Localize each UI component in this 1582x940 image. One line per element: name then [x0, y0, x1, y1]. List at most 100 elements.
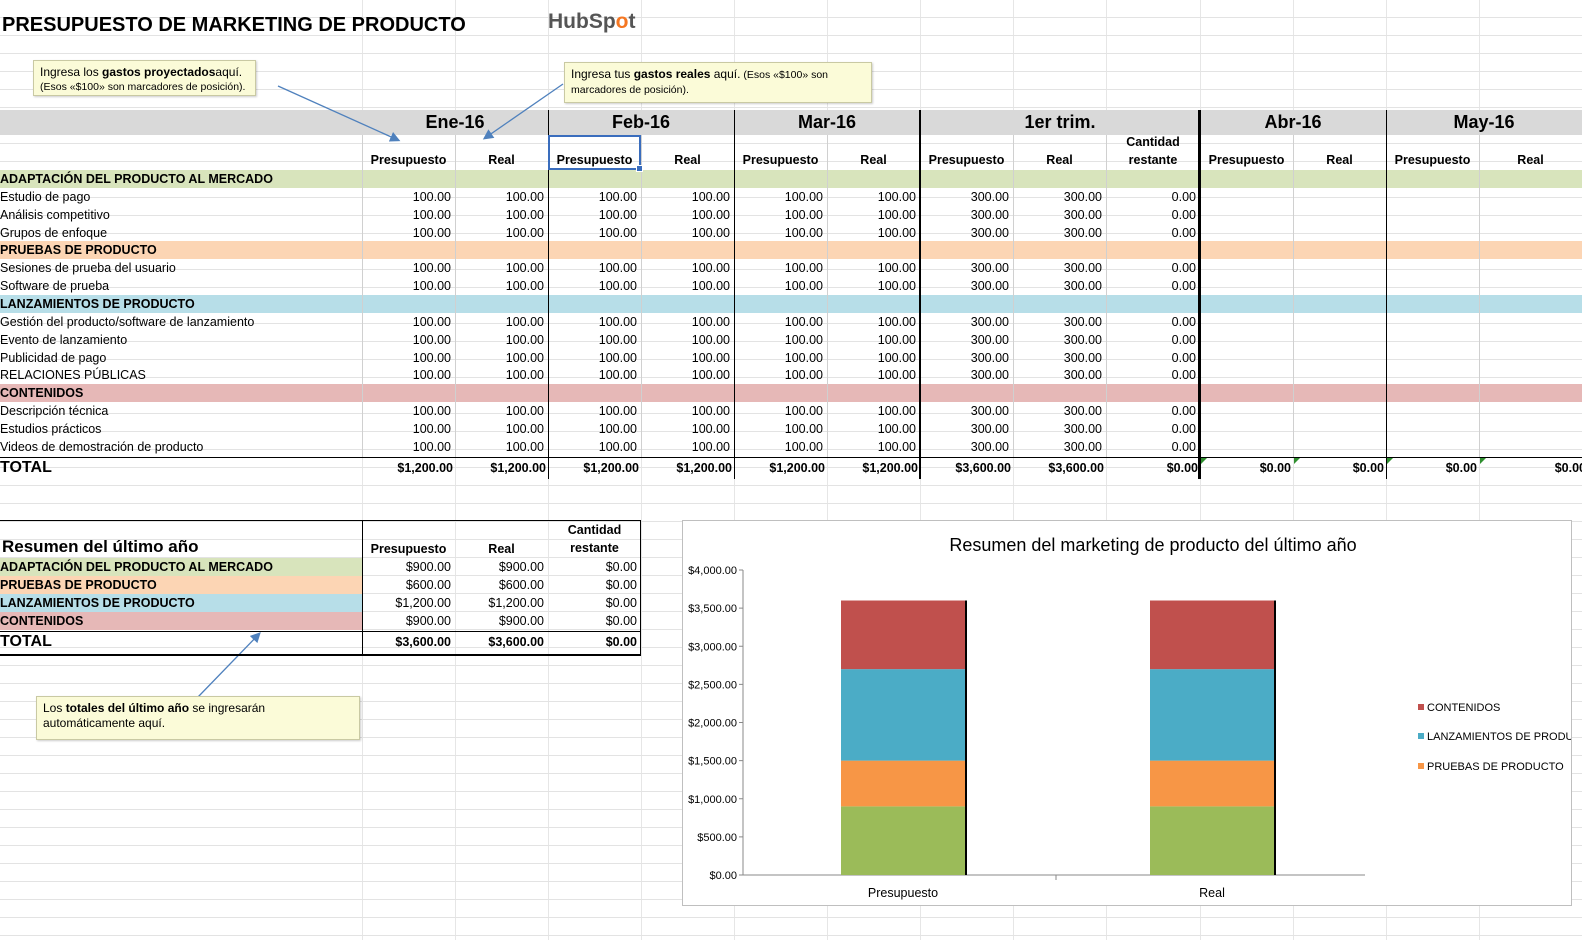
value-cell[interactable]: 100.00: [877, 332, 916, 347]
summary-row-label[interactable]: PRUEBAS DE PRODUCTO: [0, 578, 157, 592]
value-cell[interactable]: 300.00: [1063, 368, 1102, 383]
value-cell[interactable]: 100.00: [784, 368, 823, 383]
value-cell[interactable]: 100.00: [505, 368, 544, 383]
value-cell[interactable]: 300.00: [970, 189, 1009, 204]
value-cell[interactable]: 100.00: [412, 439, 451, 454]
summary-total-remaining[interactable]: $0.00: [605, 635, 637, 649]
value-cell[interactable]: 300.00: [970, 421, 1009, 436]
value-cell[interactable]: 100.00: [598, 350, 637, 365]
summary-real-cell[interactable]: $900.00: [498, 560, 544, 574]
value-cell[interactable]: 100.00: [412, 279, 451, 294]
value-cell[interactable]: 100.00: [412, 261, 451, 276]
subheader-real[interactable]: Real: [674, 153, 701, 167]
summary-real-cell[interactable]: $900.00: [498, 614, 544, 628]
value-cell[interactable]: 100.00: [598, 314, 637, 329]
value-cell[interactable]: 100.00: [691, 368, 730, 383]
value-cell[interactable]: 300.00: [970, 439, 1009, 454]
month-header[interactable]: Ene-16: [425, 112, 485, 132]
total-cell[interactable]: $1,200.00: [862, 460, 918, 475]
subheader-remaining-2[interactable]: restante: [1128, 153, 1178, 167]
total-cell[interactable]: $1,200.00: [583, 460, 639, 475]
subheader-budget[interactable]: Presupuesto: [556, 153, 633, 167]
value-cell[interactable]: 100.00: [505, 421, 544, 436]
value-cell[interactable]: 100.00: [598, 439, 637, 454]
value-cell[interactable]: 300.00: [1063, 189, 1102, 204]
value-cell[interactable]: 100.00: [877, 225, 916, 240]
summary-row-label[interactable]: CONTENIDOS: [0, 614, 84, 628]
value-cell[interactable]: 300.00: [970, 225, 1009, 240]
category-label[interactable]: ADAPTACIÓN DEL PRODUCTO AL MERCADO: [0, 172, 273, 186]
value-cell[interactable]: 100.00: [412, 350, 451, 365]
value-cell[interactable]: 100.00: [877, 207, 916, 222]
value-cell[interactable]: 100.00: [505, 225, 544, 240]
line-item-label[interactable]: Grupos de enfoque: [0, 225, 108, 240]
month-header[interactable]: 1er trim.: [1024, 112, 1096, 132]
total-cell[interactable]: $3,600.00: [955, 460, 1011, 475]
value-cell[interactable]: 100.00: [598, 225, 637, 240]
value-cell[interactable]: 100.00: [598, 189, 637, 204]
value-cell[interactable]: 100.00: [784, 332, 823, 347]
value-cell[interactable]: 100.00: [691, 207, 730, 222]
value-cell[interactable]: 300.00: [1063, 261, 1102, 276]
total-cell[interactable]: $0.00: [1166, 460, 1198, 475]
total-cell[interactable]: $0.00: [1554, 460, 1582, 475]
line-item-label[interactable]: Análisis competitivo: [0, 207, 110, 222]
summary-budget-cell[interactable]: $900.00: [405, 560, 451, 574]
subheader-real[interactable]: Real: [860, 153, 887, 167]
month-header[interactable]: Abr-16: [1264, 112, 1322, 132]
value-cell[interactable]: 300.00: [1063, 314, 1102, 329]
line-item-label[interactable]: Estudio de pago: [0, 189, 91, 204]
value-cell[interactable]: 0.00: [1171, 207, 1196, 222]
value-cell[interactable]: 100.00: [784, 261, 823, 276]
value-cell[interactable]: 100.00: [598, 404, 637, 419]
subheader-budget[interactable]: Presupuesto: [1208, 153, 1285, 167]
value-cell[interactable]: 300.00: [1063, 404, 1102, 419]
value-cell[interactable]: 100.00: [691, 332, 730, 347]
value-cell[interactable]: 0.00: [1171, 439, 1196, 454]
value-cell[interactable]: 100.00: [691, 350, 730, 365]
value-cell[interactable]: 100.00: [784, 189, 823, 204]
value-cell[interactable]: 0.00: [1171, 314, 1196, 329]
value-cell[interactable]: 300.00: [1063, 421, 1102, 436]
value-cell[interactable]: 0.00: [1171, 350, 1196, 365]
subheader-real[interactable]: Real: [1046, 153, 1073, 167]
value-cell[interactable]: 100.00: [412, 421, 451, 436]
total-cell[interactable]: $1,200.00: [769, 460, 825, 475]
value-cell[interactable]: 100.00: [505, 279, 544, 294]
value-cell[interactable]: 0.00: [1171, 332, 1196, 347]
value-cell[interactable]: 100.00: [505, 261, 544, 276]
note-projected-expenses[interactable]: Ingresa los gastos proyectadosaquí. (Eso…: [33, 60, 256, 96]
value-cell[interactable]: 0.00: [1171, 404, 1196, 419]
category-label[interactable]: CONTENIDOS: [0, 386, 84, 401]
line-item-label[interactable]: Descripción técnica: [0, 404, 109, 419]
summary-remaining-cell[interactable]: $0.00: [605, 560, 637, 574]
total-cell[interactable]: $0.00: [1352, 460, 1384, 475]
value-cell[interactable]: 100.00: [877, 368, 916, 383]
value-cell[interactable]: 100.00: [598, 279, 637, 294]
value-cell[interactable]: 100.00: [784, 314, 823, 329]
value-cell[interactable]: 100.00: [691, 314, 730, 329]
value-cell[interactable]: 300.00: [1063, 279, 1102, 294]
summary-budget-cell[interactable]: $1,200.00: [395, 596, 451, 610]
summary-chart[interactable]: Resumen del marketing de producto del úl…: [682, 520, 1582, 906]
value-cell[interactable]: 300.00: [970, 207, 1009, 222]
summary-real-cell[interactable]: $1,200.00: [488, 596, 544, 610]
value-cell[interactable]: 100.00: [877, 189, 916, 204]
category-label[interactable]: LANZAMIENTOS DE PRODUCTO: [0, 296, 195, 311]
value-cell[interactable]: 300.00: [970, 261, 1009, 276]
line-item-label[interactable]: Sesiones de prueba del usuario: [0, 261, 176, 276]
value-cell[interactable]: 300.00: [1063, 225, 1102, 240]
total-cell[interactable]: $1,200.00: [676, 460, 732, 475]
summary-budget-cell[interactable]: $900.00: [405, 614, 451, 628]
note-summary-totals[interactable]: Los totales del último año se ingresarán…: [36, 696, 360, 740]
value-cell[interactable]: 100.00: [691, 439, 730, 454]
value-cell[interactable]: 100.00: [784, 404, 823, 419]
total-cell[interactable]: $0.00: [1259, 460, 1291, 475]
value-cell[interactable]: 0.00: [1171, 279, 1196, 294]
line-item-label[interactable]: RELACIONES PÚBLICAS: [0, 368, 146, 383]
category-label[interactable]: PRUEBAS DE PRODUCTO: [0, 243, 157, 258]
value-cell[interactable]: 100.00: [598, 207, 637, 222]
value-cell[interactable]: 100.00: [412, 332, 451, 347]
value-cell[interactable]: 100.00: [691, 421, 730, 436]
total-cell[interactable]: $1,200.00: [397, 460, 453, 475]
